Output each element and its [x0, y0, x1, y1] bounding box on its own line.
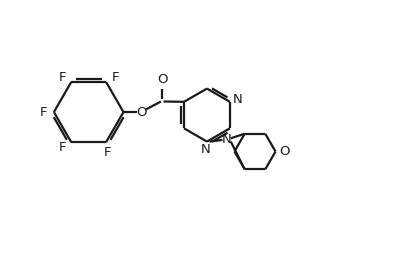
Text: F: F — [112, 71, 119, 84]
Text: F: F — [58, 71, 66, 84]
Text: N: N — [200, 143, 210, 156]
Text: O: O — [280, 145, 290, 158]
Text: O: O — [157, 73, 168, 86]
Text: F: F — [40, 106, 47, 119]
Text: N: N — [232, 93, 242, 106]
Text: F: F — [58, 141, 66, 154]
Text: F: F — [104, 146, 112, 159]
Text: N: N — [222, 133, 232, 146]
Text: O: O — [137, 106, 147, 119]
